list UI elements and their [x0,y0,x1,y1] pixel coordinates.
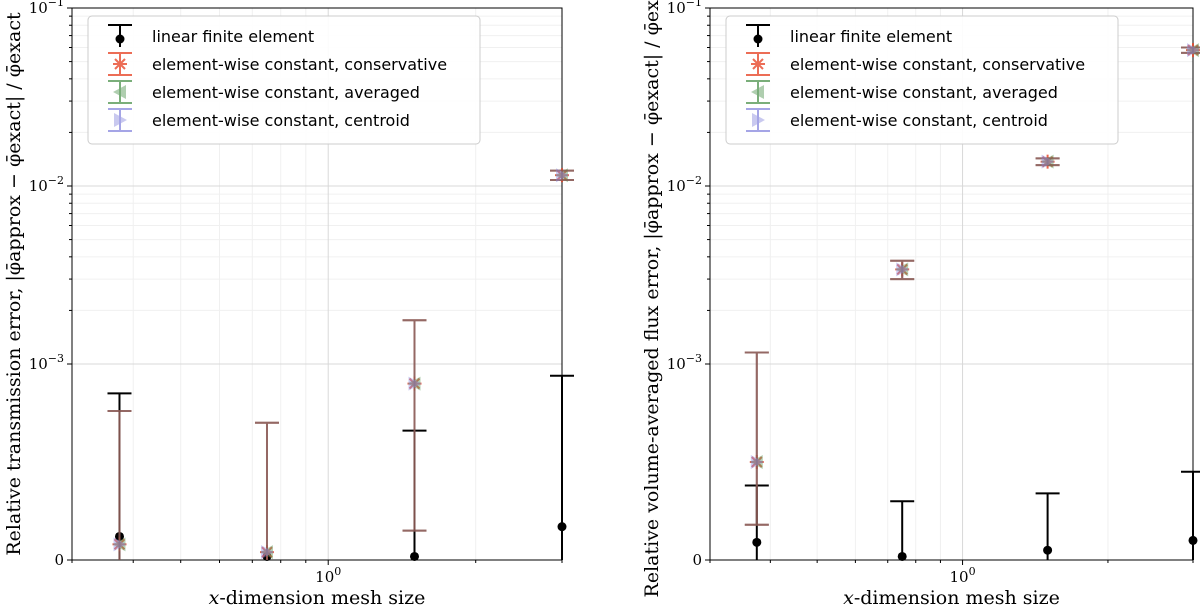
right-legend-marker [753,34,763,44]
left-point-centroid [113,537,127,552]
right-errorbar [1035,157,1060,167]
right-y-tick-label: 10−1 [667,0,702,17]
left-legend-handle-1 [108,52,132,76]
left-point-linear [409,551,419,561]
left-legend: linear finite element element-wise consta… [87,15,481,145]
right-point-linear [1043,545,1053,555]
left-errorbar [107,410,132,560]
right-legend-label-2: element-wise constant, averaged [790,83,1058,102]
left-legend-marker [114,58,126,70]
left-legend-box [87,15,481,145]
left-legend-marker [114,113,127,127]
left-y-tick-label: 0 [54,551,64,569]
right-legend-box [725,15,1119,145]
left-point-linear [557,522,567,532]
right-legend-marker [752,113,765,127]
left-legend-label-2: element-wise constant, averaged [152,83,420,102]
right-legend: linear finite element element-wise consta… [725,15,1119,145]
right-legend-label-3: element-wise constant, centroid [790,111,1048,130]
right-errorbar [1181,46,1200,54]
right-errorbar [890,259,915,281]
right-y-tick-label: 10−3 [667,352,702,373]
left-data [107,168,574,561]
right-legend-label-1: element-wise constant, conservative [790,55,1085,74]
right-errorbar [890,500,915,560]
right-x-axis-label: x-dimension mesh size [843,587,1060,609]
right-legend-marker [751,85,764,99]
left-point-centroid [408,376,422,391]
right-point-centroid [1041,154,1055,169]
right-data [744,43,1200,561]
left-y-tick-label: 10−3 [29,352,64,373]
right-x-tick-label: 100 [950,565,976,586]
left-legend-label-3: element-wise constant, centroid [152,111,410,130]
left-errorbar [254,421,279,560]
left-y-axis-label: Relative transmission error, |φ̄approx −… [3,12,25,556]
right-point-linear [897,551,907,561]
right-y-tick-label: 10−2 [667,174,702,195]
right-legend-label-0: linear finite element [790,27,952,46]
right-y-tick-label: 0 [692,551,702,569]
left-legend-label-1: element-wise constant, conservative [152,55,447,74]
right-legend-handle-1 [746,52,770,76]
right-legend-handle-2 [746,80,770,104]
left-legend-label-0: linear finite element [152,27,314,46]
left-errorbar [402,319,427,532]
left-legend-handle-0 [108,24,132,47]
right-legend-handle-3 [746,108,770,132]
right-errorbar [744,351,769,526]
right-y-axis-label: Relative volume-averaged flux error, |φ̄… [641,0,663,597]
right-point-centroid [750,455,764,469]
right-legend-marker [752,58,764,70]
left-x-tick-label: 100 [315,565,341,586]
right-point-centroid [896,262,910,277]
left-point-centroid [260,545,274,560]
left-legend-handle-3 [108,108,132,132]
left-errorbar [550,169,574,182]
right-point-linear [1188,535,1198,545]
left-plot-frame [71,7,563,561]
right-legend-handle-0 [746,24,770,47]
right-errorbar [1181,470,1200,560]
left-legend-handle-2 [108,80,132,104]
left-legend-marker [113,85,126,99]
left-y-tick-label: 10−1 [29,0,64,17]
left-x-axis-label: x-dimension mesh size [209,587,426,609]
right-point-centroid [1187,43,1200,58]
left-errorbar [550,374,574,560]
left-legend-marker [115,34,125,44]
left-y-tick-label: 10−2 [29,174,64,195]
right-plot-frame [709,7,1194,561]
left-point-centroid [556,168,569,183]
right-point-linear [752,537,762,547]
